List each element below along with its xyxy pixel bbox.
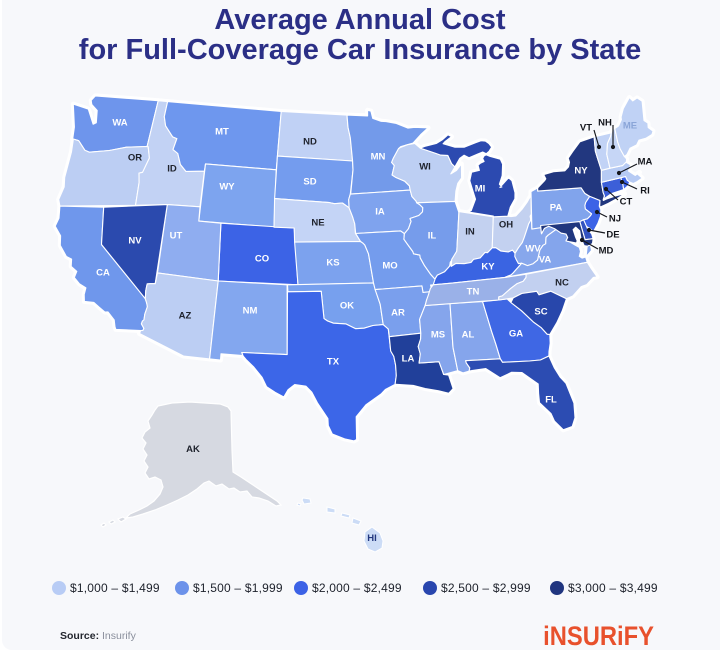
svg-text:WY: WY <box>219 182 235 193</box>
svg-text:NV: NV <box>128 236 142 247</box>
svg-text:MI: MI <box>475 184 486 195</box>
svg-text:NM: NM <box>243 306 258 317</box>
svg-text:TN: TN <box>467 287 480 298</box>
svg-text:OH: OH <box>499 220 513 231</box>
svg-text:SC: SC <box>534 307 547 318</box>
svg-text:NC: NC <box>555 278 569 289</box>
svg-text:NY: NY <box>574 166 588 177</box>
svg-text:OK: OK <box>340 301 354 312</box>
svg-text:VT: VT <box>580 123 592 134</box>
svg-text:KY: KY <box>481 262 495 273</box>
svg-text:MT: MT <box>215 127 229 138</box>
svg-text:AK: AK <box>186 444 200 455</box>
svg-text:NE: NE <box>311 218 324 229</box>
svg-text:WA: WA <box>112 118 127 129</box>
svg-text:MA: MA <box>638 157 653 168</box>
svg-text:KS: KS <box>326 258 339 269</box>
svg-text:SD: SD <box>303 177 316 188</box>
svg-text:CA: CA <box>96 268 110 279</box>
svg-text:CT: CT <box>620 197 633 208</box>
svg-text:LA: LA <box>402 354 415 365</box>
svg-text:WI: WI <box>419 162 431 173</box>
svg-text:AR: AR <box>391 308 405 319</box>
svg-text:VA: VA <box>539 255 552 266</box>
svg-text:NJ: NJ <box>609 214 621 225</box>
svg-text:RI: RI <box>640 186 650 197</box>
svg-text:ID: ID <box>167 164 177 175</box>
svg-text:AZ: AZ <box>179 311 192 322</box>
svg-text:IN: IN <box>465 227 475 238</box>
svg-text:MD: MD <box>599 246 614 257</box>
svg-text:FL: FL <box>545 395 557 406</box>
svg-text:GA: GA <box>509 329 523 340</box>
svg-text:ME: ME <box>623 121 637 132</box>
svg-text:UT: UT <box>170 231 183 242</box>
svg-text:OR: OR <box>128 153 142 164</box>
svg-text:MO: MO <box>382 261 397 272</box>
svg-text:MS: MS <box>431 330 445 341</box>
svg-text:HI: HI <box>367 533 377 544</box>
svg-text:TX: TX <box>327 357 340 368</box>
svg-text:ND: ND <box>303 137 317 148</box>
svg-text:DE: DE <box>606 230 619 241</box>
svg-text:NH: NH <box>598 118 612 129</box>
svg-text:AL: AL <box>462 330 475 341</box>
svg-text:IL: IL <box>428 231 437 242</box>
svg-text:WV: WV <box>525 244 541 255</box>
svg-text:IA: IA <box>375 207 385 218</box>
svg-text:MN: MN <box>371 152 386 163</box>
svg-text:CO: CO <box>255 254 269 265</box>
svg-text:PA: PA <box>550 203 563 214</box>
